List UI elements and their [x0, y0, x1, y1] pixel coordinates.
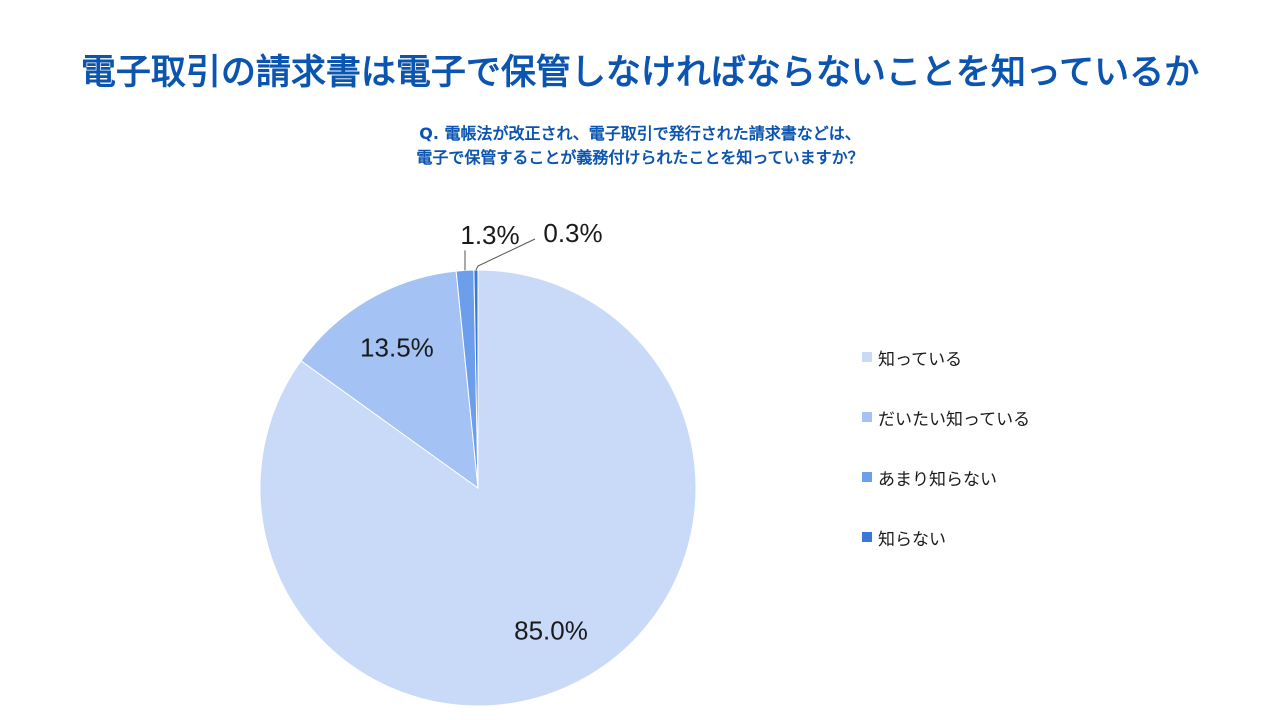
slice-label-knows: 85.0% [514, 615, 588, 645]
legend-label: 知らない [878, 529, 946, 550]
pie-slice-does-not-know [473, 269, 479, 489]
legend-label: だいたい知っている [878, 409, 1031, 430]
legend-item-does-not-know: 知らない [862, 525, 1030, 550]
pie-slice-mostly-knows [300, 270, 479, 490]
slice-labels: 85.0% 13.5% 1.3% 0.3% [360, 218, 603, 645]
question-line-2: 電子で保管することが義務付けられたことを知っていますか？ [416, 148, 864, 167]
chart-title: 電子取引の請求書は電子で保管しなければならないことを知っているか [80, 53, 1200, 93]
legend-label: 知っている [878, 349, 963, 370]
legend-swatch [862, 472, 872, 482]
legend-item-barely-knows: あまり知らない [862, 465, 1030, 490]
question-line-1: Q. 電帳法が改正され、電子取引で発行された請求書などは、 [419, 124, 861, 143]
legend-item-mostly-knows: だいたい知っている [862, 405, 1031, 430]
leader-lines [464, 238, 536, 271]
slice-label-barely-knows: 1.3% [460, 220, 519, 250]
legend-label: あまり知らない [878, 469, 997, 490]
slice-label-mostly-knows: 13.5% [360, 333, 434, 363]
pie-slices [259, 269, 697, 707]
legend-swatch [862, 412, 872, 422]
legend: 知っている だいたい知っている あまり知らない 知らない [862, 345, 1030, 585]
legend-swatch [862, 352, 872, 362]
legend-swatch [862, 532, 872, 542]
slice-label-does-not-know: 0.3% [543, 218, 602, 248]
leader-line-does-not-know [475, 238, 536, 271]
question-text: Q. 電帳法が改正され、電子取引で発行された請求書などは、 電子で保管することが… [0, 122, 1280, 170]
legend-item-knows: 知っている [862, 345, 1030, 370]
